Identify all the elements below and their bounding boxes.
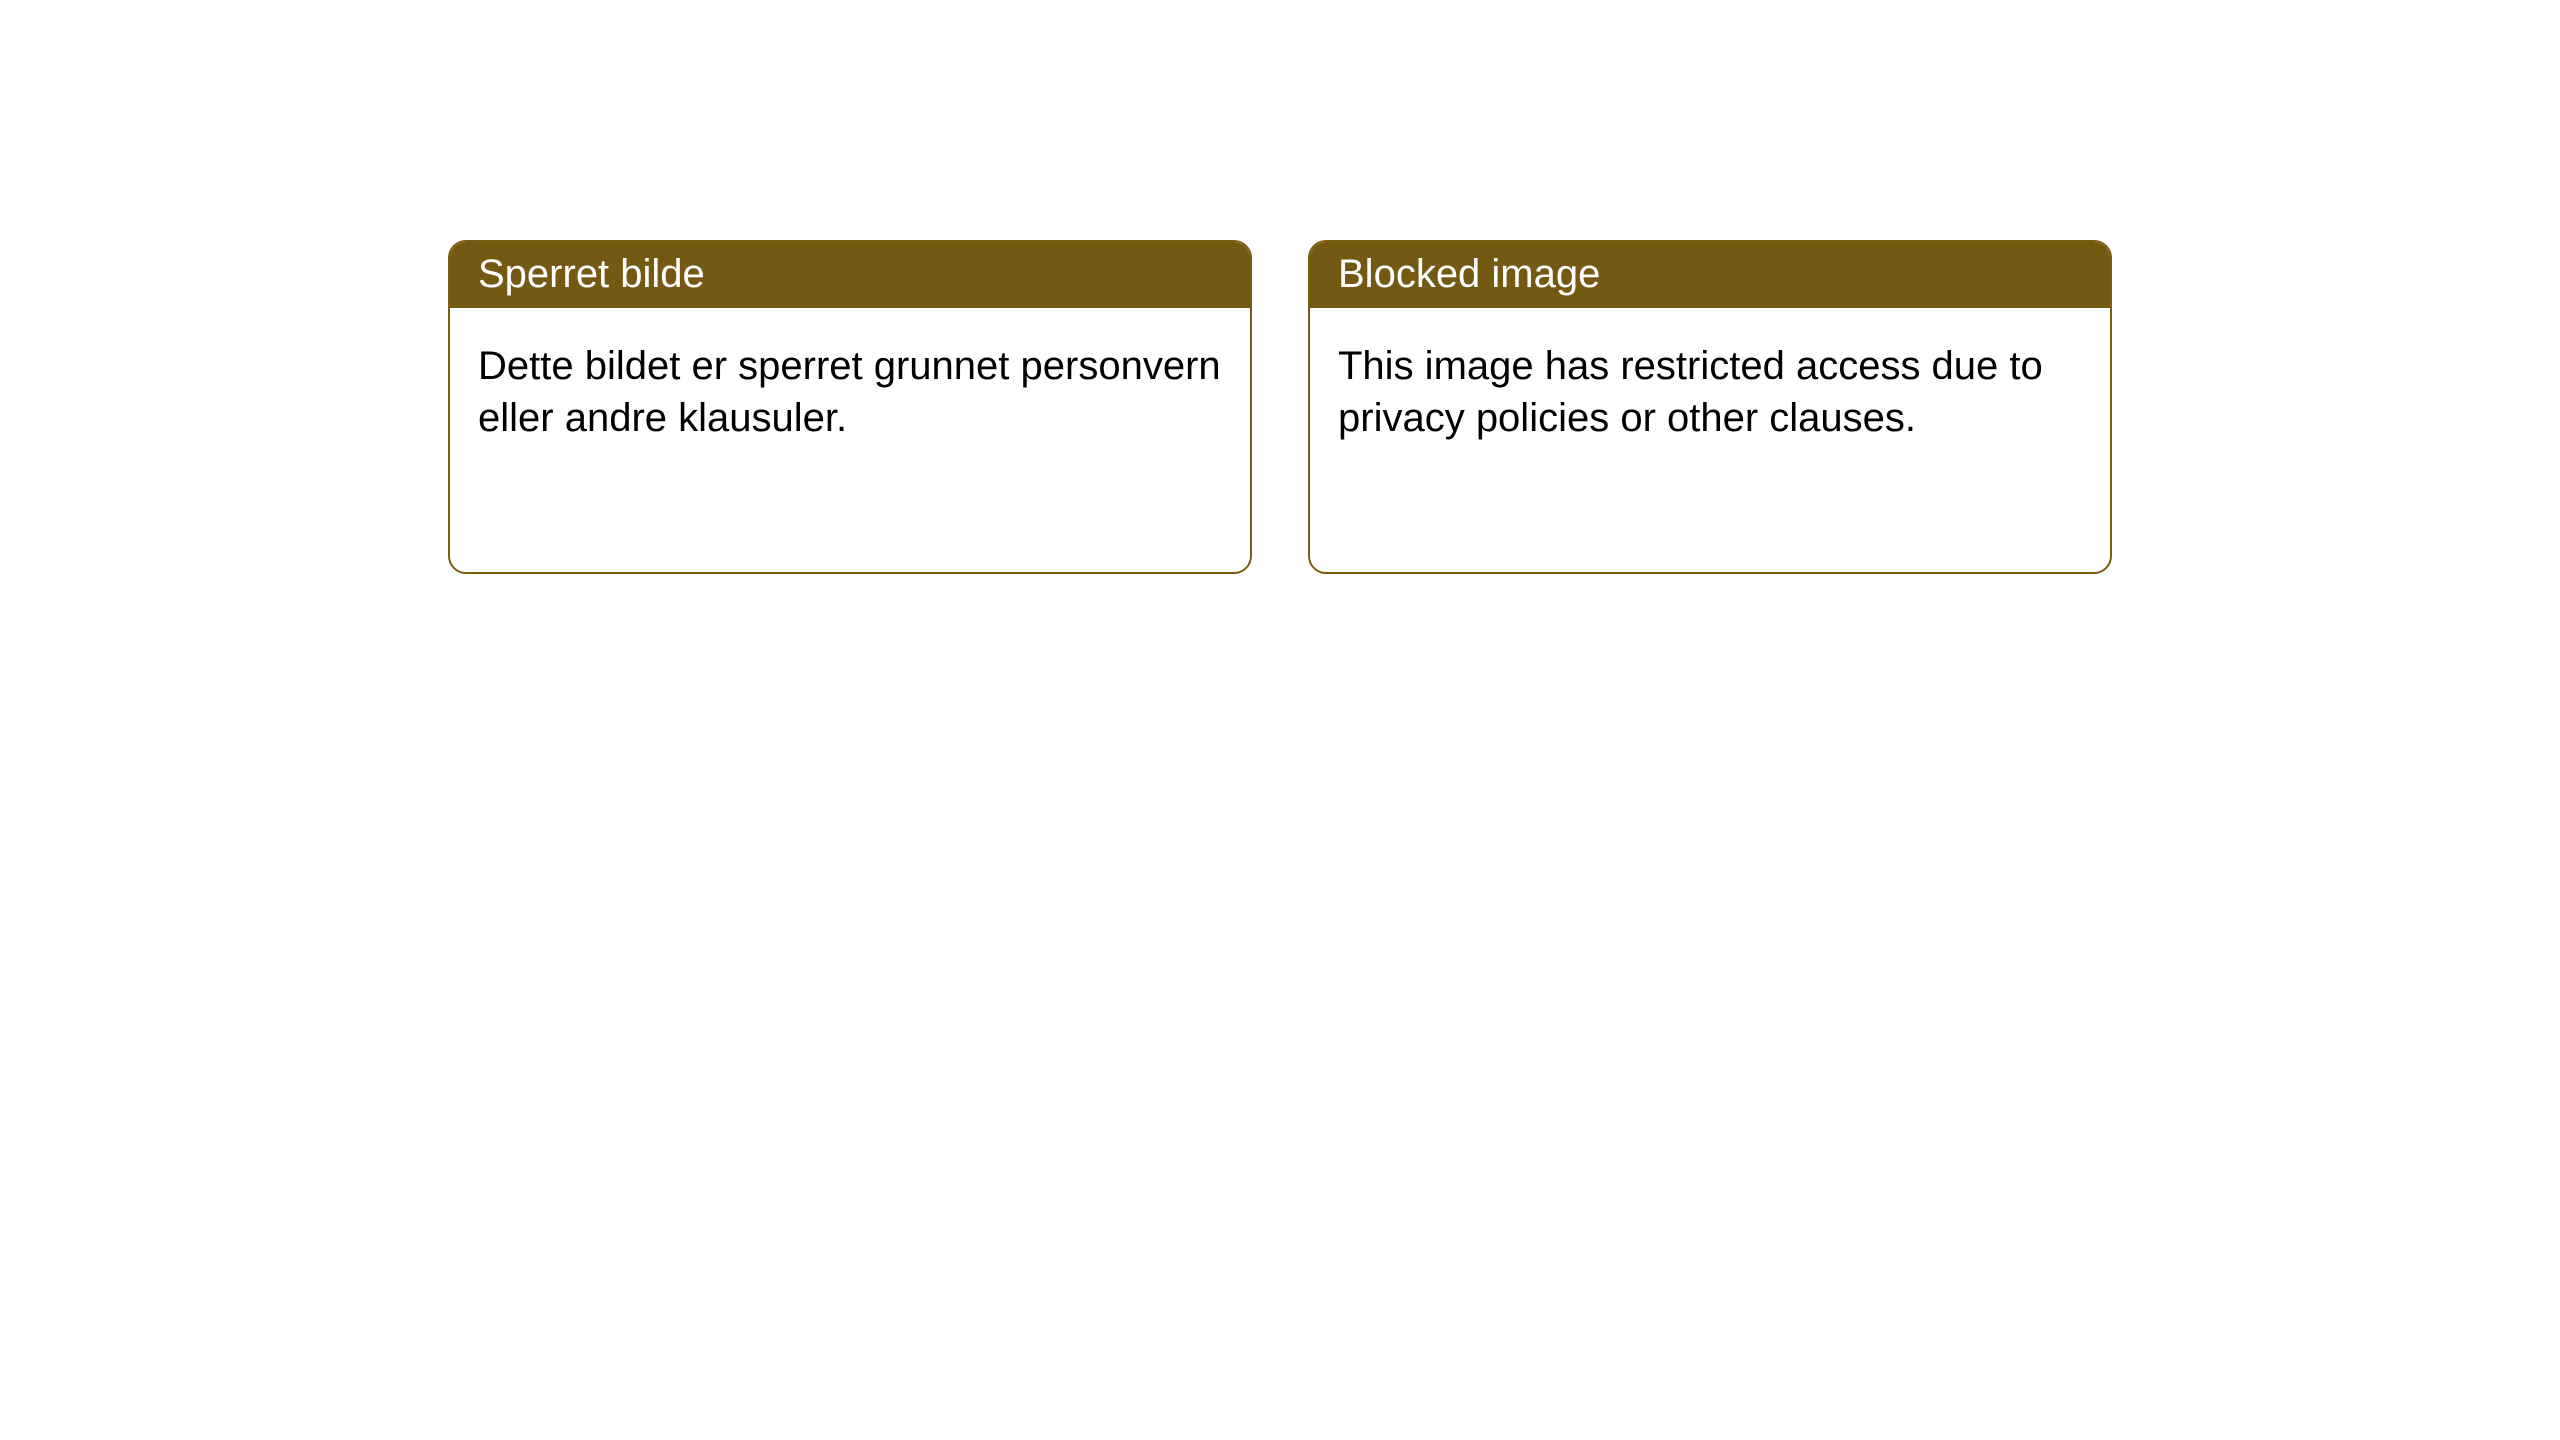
notice-card-body: Dette bildet er sperret grunnet personve…	[450, 308, 1250, 476]
notice-card-norwegian: Sperret bilde Dette bildet er sperret gr…	[448, 240, 1252, 574]
notice-card-body: This image has restricted access due to …	[1310, 308, 2110, 476]
notice-card-english: Blocked image This image has restricted …	[1308, 240, 2112, 574]
notice-card-title: Sperret bilde	[450, 242, 1250, 308]
notice-container: Sperret bilde Dette bildet er sperret gr…	[0, 0, 2560, 574]
notice-card-title: Blocked image	[1310, 242, 2110, 308]
